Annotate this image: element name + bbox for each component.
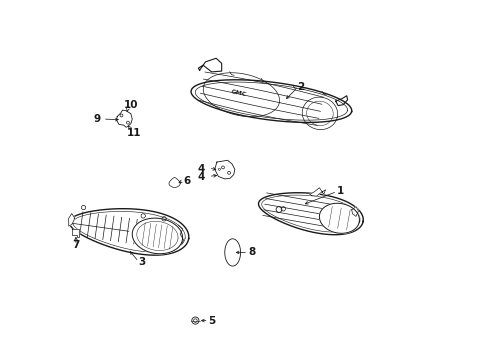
Polygon shape — [132, 218, 182, 254]
Text: 4: 4 — [197, 164, 204, 174]
Text: 3: 3 — [139, 257, 145, 267]
Text: 9: 9 — [93, 114, 100, 124]
Polygon shape — [335, 96, 347, 105]
Text: 11: 11 — [126, 128, 141, 138]
Polygon shape — [116, 110, 132, 127]
Text: 1: 1 — [336, 186, 344, 197]
Polygon shape — [68, 213, 75, 226]
Polygon shape — [319, 203, 359, 233]
Text: 4: 4 — [197, 172, 204, 182]
Text: 7: 7 — [72, 240, 80, 250]
Text: 5: 5 — [208, 316, 215, 325]
Text: 8: 8 — [247, 247, 255, 257]
Text: GMC: GMC — [229, 89, 246, 98]
Text: 2: 2 — [297, 82, 304, 93]
Polygon shape — [214, 160, 234, 179]
Polygon shape — [198, 58, 221, 72]
Polygon shape — [72, 229, 79, 237]
Polygon shape — [224, 239, 240, 266]
Polygon shape — [169, 177, 180, 188]
Polygon shape — [258, 193, 363, 235]
Text: 6: 6 — [183, 176, 190, 186]
Polygon shape — [351, 207, 358, 216]
Polygon shape — [191, 80, 351, 122]
Polygon shape — [309, 188, 325, 196]
Polygon shape — [69, 209, 188, 255]
Text: 10: 10 — [123, 100, 138, 110]
